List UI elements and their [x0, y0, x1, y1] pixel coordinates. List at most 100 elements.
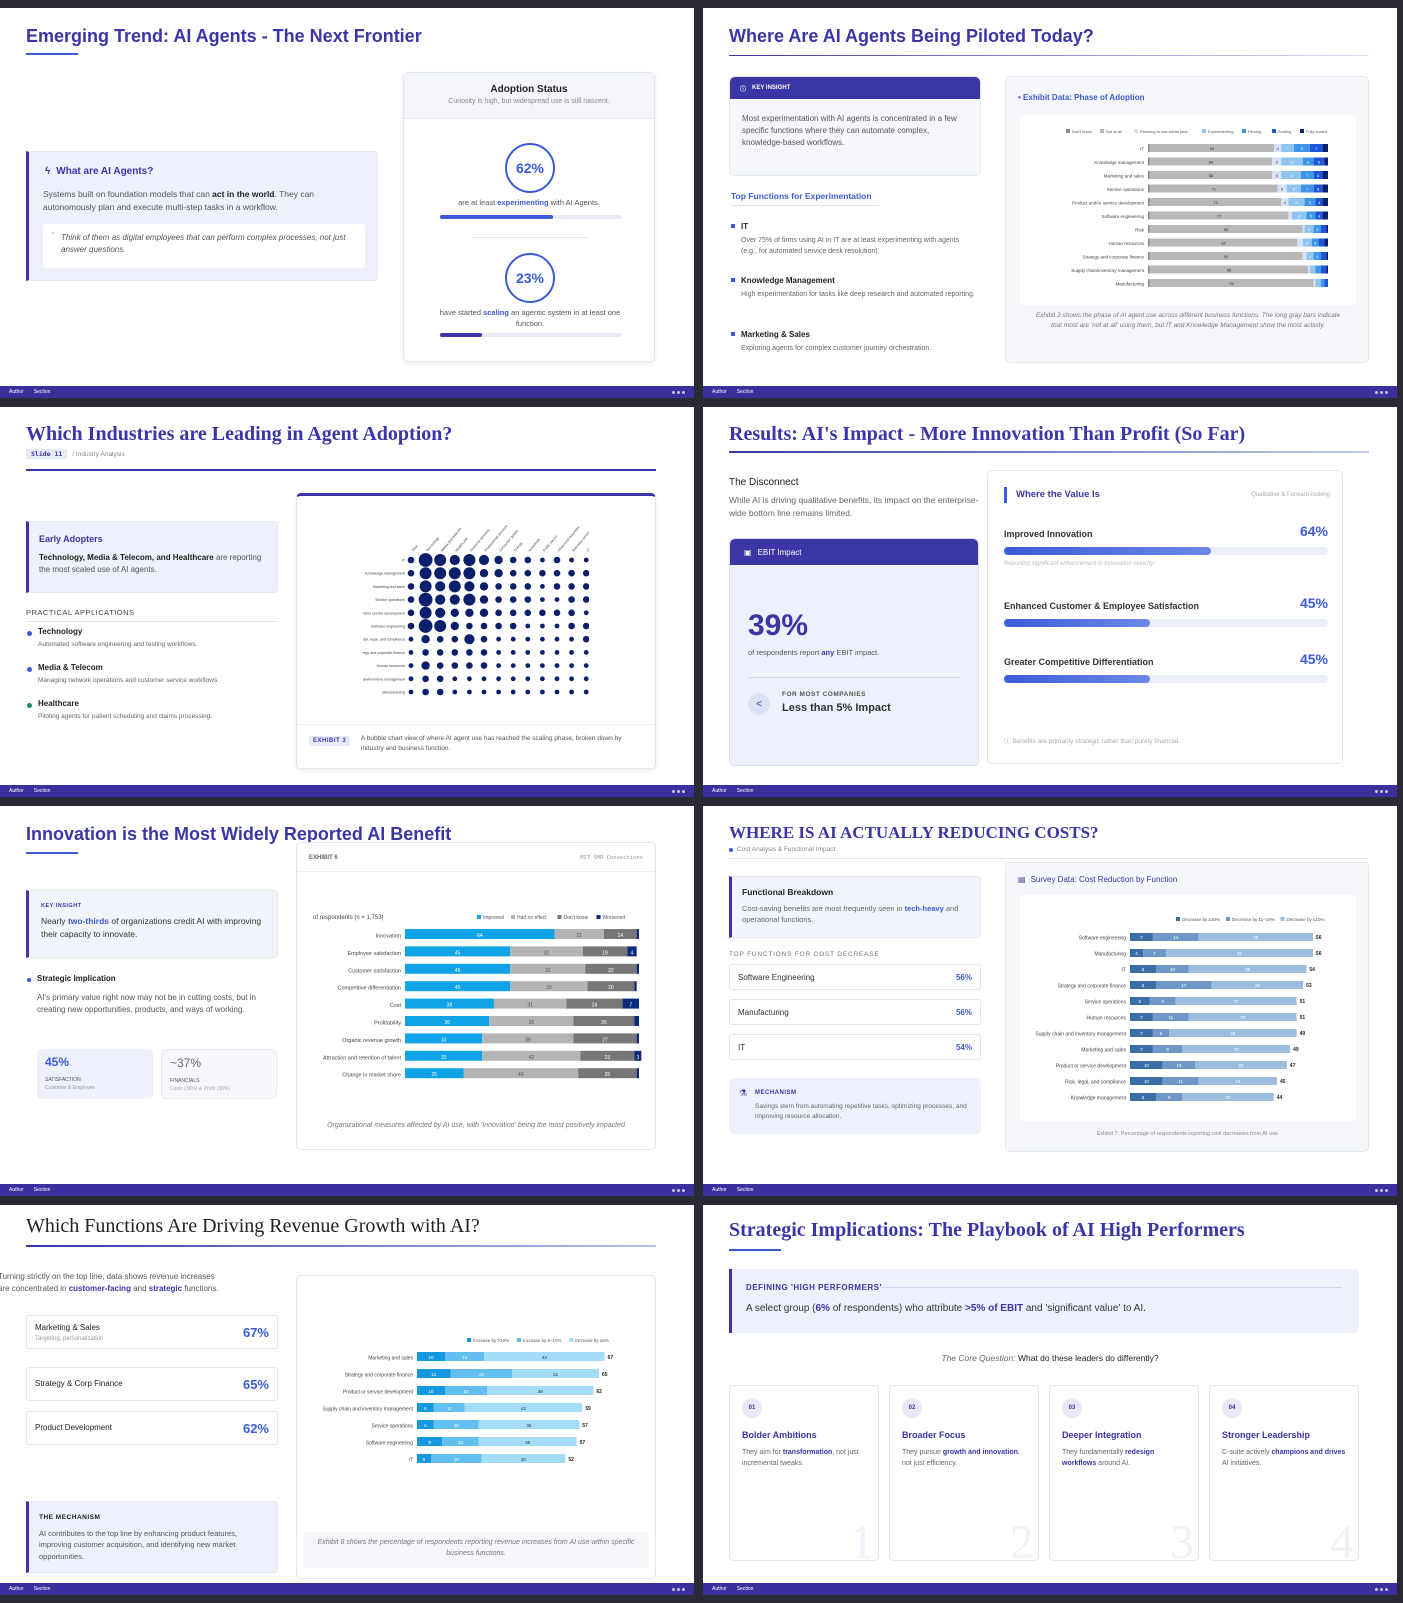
app-name: Media & Telecom	[38, 663, 103, 672]
bar-segment	[1148, 171, 1150, 179]
bubble	[496, 636, 501, 642]
category-label: Knowledge management	[1094, 160, 1145, 165]
data-label: 6	[424, 1406, 427, 1411]
data-label: 4	[1276, 146, 1279, 151]
bubble	[583, 610, 589, 616]
bubble	[509, 583, 517, 590]
category-label: Supply chain/inventory management	[1071, 268, 1145, 273]
data-label: 88	[1227, 268, 1232, 273]
total-label: 52	[568, 1457, 574, 1463]
data-label: 35	[1253, 935, 1259, 940]
bar-segment	[417, 1420, 434, 1429]
bar-segment	[1148, 279, 1150, 287]
bubble	[407, 622, 415, 630]
data-label: 73	[1213, 200, 1218, 205]
data-label: 8	[1142, 967, 1145, 972]
total-label: 53	[1306, 983, 1312, 989]
data-label: 25	[605, 1072, 611, 1078]
data-label: 23	[605, 1055, 611, 1061]
data-label: 22	[479, 1372, 485, 1377]
data-label: 4	[1284, 200, 1287, 205]
data-label: 7	[629, 1003, 632, 1009]
row-name: Manufacturing	[738, 1007, 789, 1017]
bubble	[540, 676, 545, 682]
category-label: Marketing and sales	[1104, 174, 1145, 179]
bubble	[509, 569, 517, 577]
svg-text:Piloting: Piloting	[1248, 129, 1261, 134]
legend-item: Don't know	[1066, 129, 1092, 134]
insight-text: Most experimentation with AI agents is c…	[742, 114, 957, 147]
legend-item: Worsened	[596, 915, 626, 921]
row-label: Marketing and sales	[373, 585, 405, 589]
metric-name: Enhanced Customer & Employee Satisfactio…	[1004, 601, 1200, 611]
svg-text:Worsened: Worsened	[603, 915, 626, 921]
bubble	[582, 583, 590, 590]
slide-title: Results: AI's Impact - More Innovation T…	[729, 423, 1246, 445]
bubble	[479, 608, 489, 617]
data-label: 7	[1140, 1047, 1143, 1052]
svg-text:Experimenting: Experimenting	[1208, 129, 1234, 134]
bar-segment	[445, 1352, 485, 1361]
data-label: 4	[1316, 254, 1319, 259]
legend-item: Increase by 6–10%	[517, 1338, 562, 1343]
category-label: Product or service development	[1056, 1064, 1127, 1070]
bar-segment	[1311, 238, 1319, 247]
column-label: Technology	[425, 536, 440, 553]
slide-title: Innovation is the Most Widely Reported A…	[26, 824, 452, 844]
category-label: Service operations	[372, 1424, 414, 1430]
bubble	[435, 607, 446, 618]
bar-segment	[405, 998, 494, 1009]
bubble	[418, 619, 433, 633]
row-sub: Targeting, personalization	[35, 1336, 104, 1342]
bubble	[422, 649, 429, 656]
bar-segment	[1130, 1045, 1153, 1053]
bar-segment	[1272, 171, 1282, 179]
row-name: Marketing & Sales	[35, 1323, 100, 1332]
bar-segment	[1149, 198, 1282, 206]
bar-segment	[512, 1369, 599, 1378]
bar-segment	[1149, 225, 1303, 233]
metric-bar	[1004, 675, 1328, 683]
bubble	[524, 609, 532, 617]
bar-segment	[1152, 1045, 1183, 1053]
mechanism-card: THE MECHANISM AI contributes to the top …	[26, 1501, 278, 1573]
bubble	[407, 556, 415, 564]
data-label: 28	[1239, 1063, 1245, 1068]
bubble	[408, 663, 414, 668]
exhibit-heading: • Exhibit Data: Phase of Adoption	[1018, 93, 1145, 102]
bar-segment	[1281, 144, 1294, 152]
slide-footer: Author Section	[0, 1583, 694, 1595]
bar-segment	[1175, 997, 1297, 1005]
bar-segment	[585, 963, 637, 974]
chevron-left-icon: <	[748, 693, 770, 715]
bar-segment	[1322, 171, 1328, 179]
data-label: 24	[1235, 1079, 1241, 1084]
bar-segment	[1152, 1013, 1189, 1021]
data-label: 8	[1293, 187, 1296, 192]
slide-industries: Which Industries are Leading in Agent Ad…	[0, 407, 694, 797]
data-label: 5	[1276, 160, 1279, 165]
metric-bar	[1004, 619, 1328, 627]
category-label: Risk, legal, and compliance	[1065, 1080, 1126, 1086]
data-label: 42	[529, 1055, 535, 1061]
bar-segment	[573, 1016, 635, 1026]
row-label: Strategy and corporate finance	[363, 651, 405, 655]
bar-segment	[405, 963, 511, 974]
bubble	[553, 609, 561, 617]
disconnect-text: While AI is driving qualitative benefits…	[729, 495, 979, 518]
data-label: 11	[1168, 1015, 1173, 1020]
data-label: 8	[1298, 214, 1301, 219]
slide-tag: Slide 11	[26, 449, 68, 459]
card-title: Bolder Ambitions	[742, 1430, 817, 1440]
bubble	[451, 635, 459, 643]
category-label: Software engineering	[1079, 936, 1126, 942]
bar-segment	[636, 963, 639, 974]
bar-segment	[1310, 144, 1323, 152]
bubble	[583, 650, 589, 655]
slide-footer: Author Section	[703, 1184, 1397, 1196]
bar-segment	[1148, 238, 1150, 247]
data-label: 10	[1144, 1063, 1150, 1068]
legend-item: Increase by ≤5%	[569, 1338, 609, 1343]
data-label: 43	[542, 1355, 548, 1360]
bubble	[583, 557, 589, 563]
